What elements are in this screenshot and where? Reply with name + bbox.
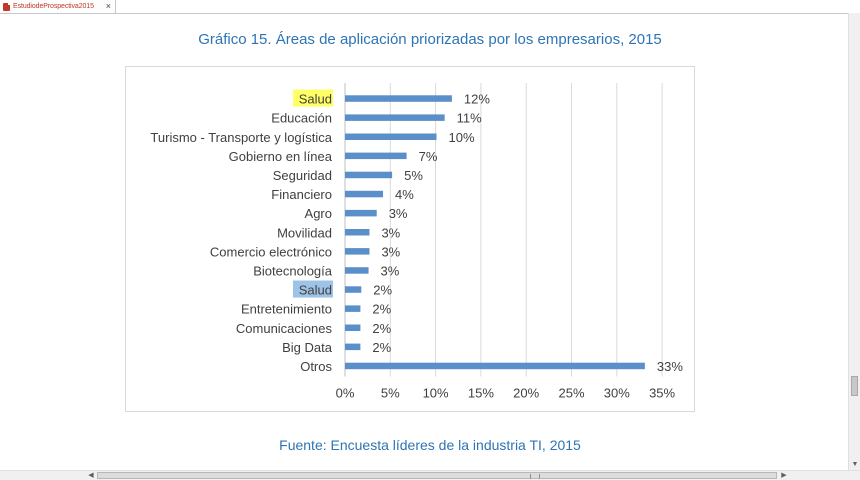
category-label: Big Data [282, 340, 333, 355]
data-label: 7% [419, 149, 438, 164]
bar [345, 267, 369, 274]
x-tick-label: 30% [604, 386, 630, 401]
x-tick-label: 0% [336, 386, 355, 401]
category-label: Agro [305, 206, 332, 221]
x-tick-label: 25% [558, 386, 584, 401]
category-label: Comercio electrónico [210, 244, 332, 259]
scroll-left-arrow-icon[interactable]: ◀ [88, 472, 94, 479]
data-label: 3% [381, 263, 400, 278]
bar [345, 343, 361, 351]
pdf-file-icon [3, 2, 10, 11]
document-tab[interactable]: EstudiodeProspectiva2015 × [0, 0, 116, 13]
bar-chart: 0% 5% 10% 15% 20% 25% 30% 35% Salud 12% Educación 1… [150, 83, 683, 401]
category-label: Movilidad [277, 225, 332, 240]
source-note: Fuente: Encuesta líderes de la industria… [279, 437, 581, 453]
category-label: Gobierno en línea [229, 149, 333, 164]
bar [345, 229, 370, 236]
bar [345, 248, 370, 255]
x-tick-label: 5% [381, 386, 400, 401]
category-label: Seguridad [273, 168, 332, 183]
bar [345, 114, 445, 121]
bar [345, 171, 393, 179]
data-label: 3% [381, 225, 400, 240]
label-highlight [293, 89, 333, 107]
bar [345, 152, 407, 160]
scroll-down-arrow-icon[interactable]: ▼ [851, 461, 859, 468]
scroll-right-arrow-icon[interactable]: ▶ [781, 472, 787, 479]
horizontal-scrollbar[interactable]: ◀ ▶ [0, 470, 860, 480]
category-label: Otros [300, 359, 332, 374]
category-label: Educación [271, 111, 332, 126]
category-label: Entretenimiento [241, 302, 332, 317]
vertical-scroll-thumb[interactable] [851, 376, 858, 396]
chart-frame: 0% 5% 10% 15% 20% 25% 30% 35% Salud 12% Educación 1… [125, 66, 695, 412]
close-icon[interactable]: × [105, 1, 111, 11]
data-label: 2% [372, 302, 391, 317]
bar [345, 362, 645, 370]
scroll-grip-icon [530, 474, 540, 479]
chart-title: Gráfico 15. Áreas de aplicación prioriza… [198, 31, 662, 48]
bar [345, 190, 384, 198]
category-label: Salud [299, 283, 332, 298]
data-label: 10% [449, 130, 475, 145]
horizontal-scroll-thumb[interactable] [97, 472, 777, 479]
data-label: 33% [657, 359, 683, 374]
x-tick-label: 10% [423, 386, 449, 401]
bar [345, 324, 361, 331]
bar [345, 209, 377, 217]
data-label: 11% [457, 111, 482, 126]
bar [345, 286, 362, 293]
category-label: Biotecnología [253, 263, 333, 278]
data-label: 2% [373, 283, 392, 298]
data-label: 2% [372, 321, 391, 336]
tab-title: EstudiodeProspectiva2015 [13, 3, 94, 10]
category-label: Financiero [271, 187, 332, 202]
data-label: 3% [381, 244, 400, 259]
x-tick-label: 35% [649, 386, 675, 401]
bar [345, 95, 452, 102]
label-highlight [293, 280, 333, 298]
bar [345, 305, 361, 312]
category-label: Comunicaciones [236, 321, 333, 336]
data-label: 3% [389, 206, 408, 221]
category-label: Salud [299, 92, 332, 107]
data-label: 2% [372, 340, 391, 355]
vertical-scrollbar[interactable]: ▼ [848, 13, 860, 470]
tab-strip: EstudiodeProspectiva2015 × [0, 0, 860, 14]
x-tick-label: 20% [513, 386, 539, 401]
category-label: Turismo - Transporte y logística [150, 130, 332, 145]
data-label: 12% [464, 92, 490, 107]
data-label: 4% [395, 187, 414, 202]
bar [345, 133, 437, 140]
x-tick-label: 15% [468, 386, 494, 401]
data-label: 5% [404, 168, 423, 183]
